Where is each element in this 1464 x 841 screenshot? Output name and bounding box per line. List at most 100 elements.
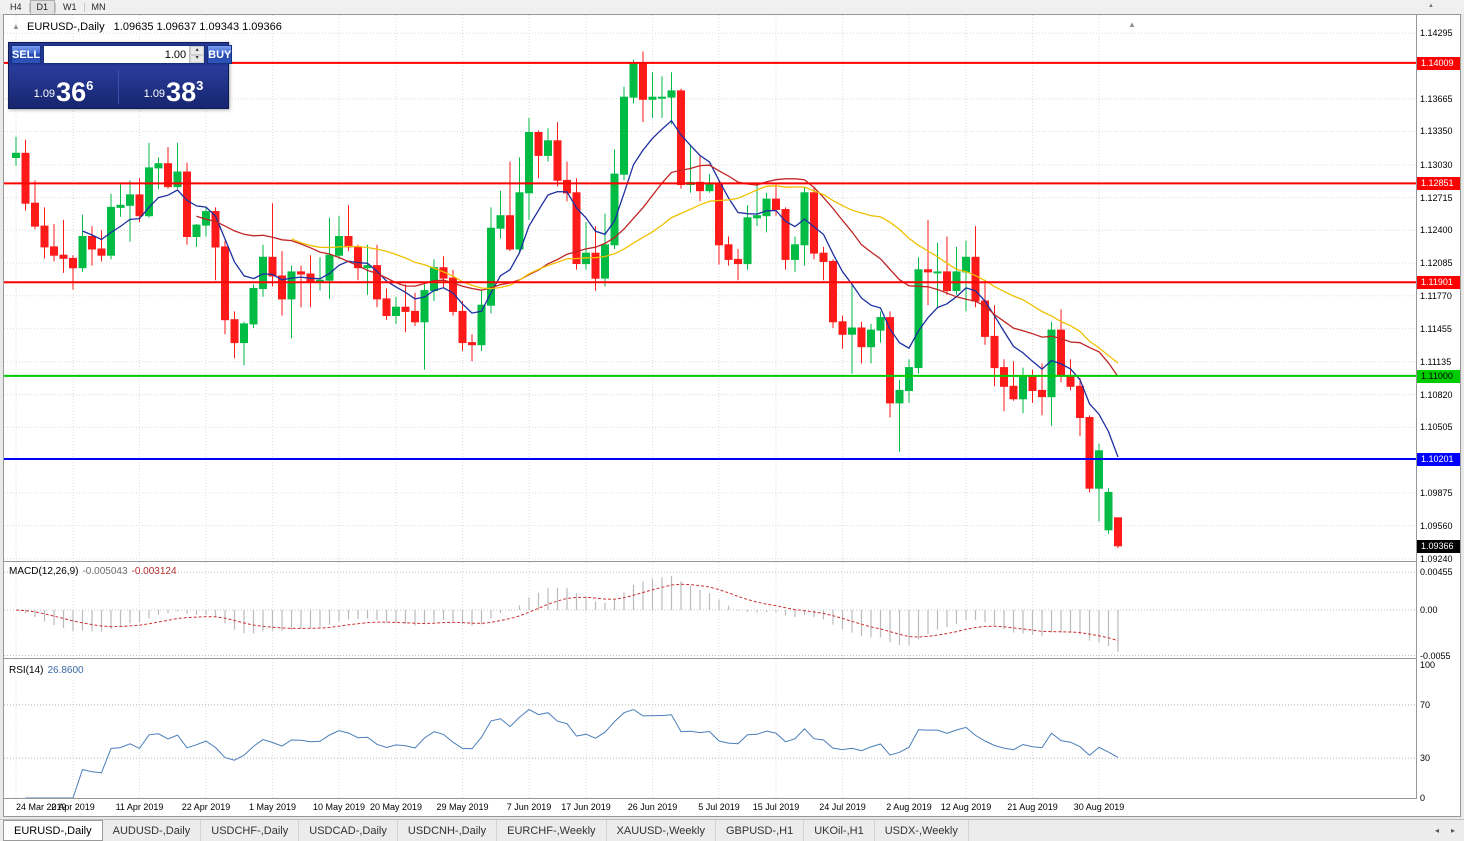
volume-increase-button[interactable]: ▴ xyxy=(190,46,205,55)
chart-tab-xauusd-weekly[interactable]: XAUUSD-,Weekly xyxy=(606,820,716,841)
date-axis-label: 7 Jun 2019 xyxy=(506,802,552,812)
chart-title: ▲ EURUSD-,Daily 1.09635 1.09637 1.09343 … xyxy=(12,21,282,33)
price-axis-label: 1.10820 xyxy=(1420,390,1453,400)
volume-decrease-button[interactable]: ▾ xyxy=(190,54,205,63)
toolbar-overflow-icon[interactable]: ▲ xyxy=(1428,3,1434,9)
date-axis-label: 26 Jun 2019 xyxy=(627,802,678,812)
price-divider xyxy=(118,70,119,104)
chart-scroll-up-icon[interactable]: ▲ xyxy=(1128,20,1136,29)
hline-price-tag[interactable]: 1.10201 xyxy=(1417,453,1460,466)
pane-separator xyxy=(4,798,1460,799)
price-axis-label: 1.11770 xyxy=(1420,291,1452,301)
tab-scroll-left-button[interactable]: ◂ xyxy=(1429,823,1445,839)
rsi-indicator-label: RSI(14) 26.8600 xyxy=(9,665,84,676)
price-axis-label: 1.11135 xyxy=(1420,357,1452,367)
buy-button[interactable]: BUY xyxy=(207,45,233,64)
horizontal-lines xyxy=(4,61,1416,460)
chart-tab-usdx-weekly[interactable]: USDX-,Weekly xyxy=(874,820,969,841)
macd-signal-line xyxy=(15,583,1119,642)
rsi-axis-label: 0 xyxy=(1420,793,1426,803)
date-axis-label: 24 Jul 2019 xyxy=(819,802,866,812)
volume-control: ▴ ▾ xyxy=(43,45,206,64)
chart-tab-gbpusd-h1[interactable]: GBPUSD-,H1 xyxy=(715,820,805,841)
ohlc-values: 1.09635 1.09637 1.09343 1.09366 xyxy=(113,21,282,33)
sell-price-display[interactable]: 1.09 36 6 xyxy=(33,77,94,107)
date-axis-label: 1 May 2019 xyxy=(248,802,297,812)
sell-button[interactable]: SELL xyxy=(11,45,42,64)
price-axis-label: 1.13030 xyxy=(1420,160,1453,170)
date-axis[interactable]: 24 Mar 2019 2 Apr 2019 11 Apr 2019 22 Apr 2… xyxy=(4,799,1415,816)
date-axis-label: 20 May 2019 xyxy=(369,802,423,812)
chart-window: 1.14295 1.13665 1.13350 1.13030 1.12715 1.124… xyxy=(3,14,1461,817)
price-axis-label: 1.12085 xyxy=(1420,258,1453,268)
price-axis-label: 1.12400 xyxy=(1420,225,1453,235)
macd-axis-label: 0.00 xyxy=(1420,605,1438,615)
date-axis-label: 22 Apr 2019 xyxy=(181,802,231,812)
pane-separator[interactable] xyxy=(4,561,1460,562)
rsi-axis-label: 70 xyxy=(1420,700,1431,710)
date-axis-label: 29 May 2019 xyxy=(436,802,489,812)
date-axis-label: 15 Jul 2019 xyxy=(752,802,800,812)
price-axis-label: 1.13350 xyxy=(1420,126,1453,136)
chart-tab-usdchf-daily[interactable]: USDCHF-,Daily xyxy=(201,820,300,841)
price-axis-label: 1.12715 xyxy=(1420,193,1453,203)
timeframe-w1-button[interactable]: W1 xyxy=(57,1,83,14)
macd-canvas[interactable] xyxy=(4,562,1416,658)
date-axis-label: 10 May 2019 xyxy=(312,802,366,812)
date-axis-label: 24 Mar 2019 xyxy=(16,802,67,812)
toolbar-separator xyxy=(83,2,85,12)
candles xyxy=(12,51,1122,549)
tab-scroll-right-button[interactable]: ▸ xyxy=(1445,823,1461,839)
date-axis-label: 2 Aug 2019 xyxy=(886,802,932,812)
volume-input[interactable] xyxy=(44,46,190,63)
timeframe-mn-button[interactable]: MN xyxy=(86,1,112,14)
price-axis-label: 1.10505 xyxy=(1420,422,1453,432)
main-chart-canvas[interactable] xyxy=(4,15,1416,561)
timeframe-d1-button[interactable]: D1 xyxy=(29,0,56,15)
price-axis-label: 1.13665 xyxy=(1420,94,1453,104)
timeframe-h4-button[interactable]: H4 xyxy=(4,1,28,14)
volume-spinner: ▴ ▾ xyxy=(189,46,205,63)
toolbar-separator xyxy=(55,2,57,12)
timeframe-toolbar: H4 D1 W1 MN ▲ xyxy=(0,0,1464,15)
date-axis-label: 12 Aug 2019 xyxy=(940,802,992,812)
rsi-axis-label: 100 xyxy=(1420,660,1436,670)
rsi-canvas[interactable] xyxy=(4,659,1416,798)
hline-price-tag[interactable]: 1.14009 xyxy=(1417,57,1460,70)
symbol-period-label: EURUSD-,Daily xyxy=(26,21,105,33)
macd-axis-label: 0.00455 xyxy=(1420,567,1453,577)
chart-tab-eurusd-daily[interactable]: EURUSD-,Daily xyxy=(3,820,103,841)
chart-tab-eurchf-weekly[interactable]: EURCHF-,Weekly xyxy=(497,820,607,841)
moving-averages xyxy=(82,119,1119,458)
date-axis-label: 21 Aug 2019 xyxy=(1007,802,1058,812)
price-axis[interactable]: 1.14295 1.13665 1.13350 1.13030 1.12715 1.124… xyxy=(1416,15,1460,803)
hline-price-tag[interactable]: 1.12851 xyxy=(1417,177,1460,190)
current-price-tag: 1.09366 xyxy=(1417,540,1460,553)
one-click-collapse-icon[interactable]: ▲ xyxy=(12,22,20,31)
date-axis-label: 2 Apr 2019 xyxy=(51,802,95,812)
chart-tab-ukoil-h1[interactable]: UKOil-,H1 xyxy=(804,820,875,841)
date-axis-label: 30 Aug 2019 xyxy=(1073,802,1125,812)
chart-tab-usdcnh-daily[interactable]: USDCNH-,Daily xyxy=(397,820,498,841)
chart-tab-audusd-daily[interactable]: AUDUSD-,Daily xyxy=(102,820,202,841)
toolbar-separator xyxy=(28,2,30,12)
date-axis-label: 17 Jun 2019 xyxy=(561,802,611,812)
hline-price-tag[interactable]: 1.11000 xyxy=(1417,370,1460,383)
buy-price-display[interactable]: 1.09 38 3 xyxy=(143,77,204,107)
date-axis-label: 11 Apr 2019 xyxy=(115,802,164,812)
price-axis-label: 1.09875 xyxy=(1420,488,1453,498)
rsi-line xyxy=(25,708,1119,798)
chart-tab-bar: EURUSD-,Daily AUDUSD-,Daily USDCHF-,Daily U… xyxy=(0,819,1464,841)
hline-price-tag[interactable]: 1.11901 xyxy=(1417,276,1460,289)
rsi-axis-label: 30 xyxy=(1420,753,1431,763)
macd-axis-label: -0.0055 xyxy=(1420,651,1451,661)
chart-tab-usdcad-daily[interactable]: USDCAD-,Daily xyxy=(299,820,398,841)
macd-histogram xyxy=(24,576,1119,652)
price-axis-label: 1.09560 xyxy=(1420,521,1453,531)
price-axis-label: 1.11455 xyxy=(1420,324,1452,334)
price-axis-label: 1.09240 xyxy=(1420,554,1453,564)
date-axis-label: 5 Jul 2019 xyxy=(698,802,740,812)
pane-separator[interactable] xyxy=(4,658,1460,659)
